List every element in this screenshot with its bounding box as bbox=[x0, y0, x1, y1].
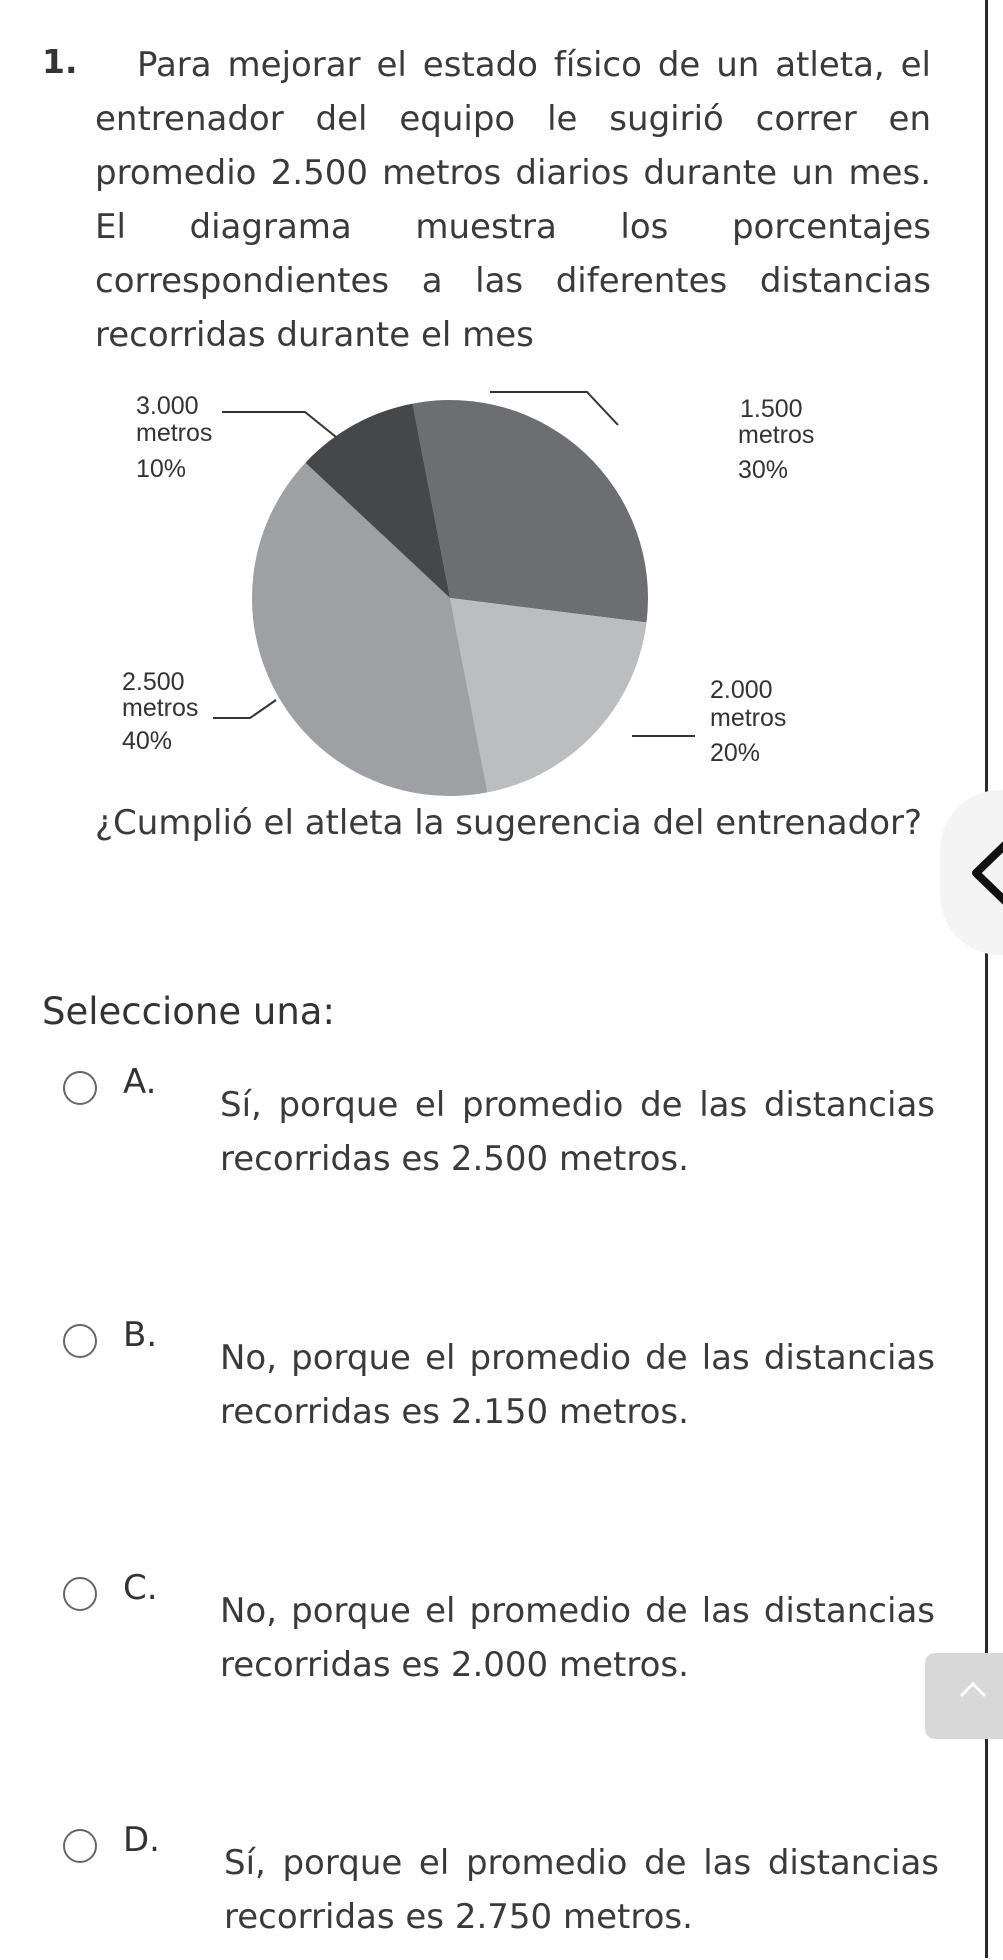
leader-line-3000 bbox=[222, 411, 337, 438]
radio-option-c[interactable] bbox=[63, 1577, 97, 1611]
option-d[interactable]: D. Sí, porque el promedio de las distanc… bbox=[0, 1820, 985, 1960]
page-right-border bbox=[985, 0, 988, 1958]
drawer-toggle-tab[interactable] bbox=[940, 790, 1003, 955]
select-one-label: Seleccione una: bbox=[42, 990, 335, 1033]
question-number: 1. bbox=[42, 42, 78, 81]
pie-label-2500-percent: 40% bbox=[122, 727, 172, 755]
pie-label-3000-percent: 10% bbox=[136, 455, 186, 483]
pie-label-2500-value: 2.500 bbox=[122, 668, 185, 696]
option-a-text: Sí, porque el promedio de las distancias… bbox=[220, 1085, 935, 1179]
leader-line-2500 bbox=[213, 699, 277, 719]
pie-slice-1500 bbox=[412, 400, 648, 623]
pie-slice-3000 bbox=[305, 403, 450, 598]
chevron-left-icon bbox=[972, 841, 1003, 905]
pie-label-2000-unit: metros bbox=[710, 704, 786, 732]
question-text: Para mejorar el estado físico de un atle… bbox=[95, 38, 931, 362]
radio-option-a[interactable] bbox=[63, 1071, 97, 1105]
pie-slice-2500 bbox=[251, 462, 488, 796]
radio-option-b[interactable] bbox=[63, 1324, 97, 1358]
option-c-text: No, porque el promedio de las distancias… bbox=[220, 1591, 935, 1685]
option-a[interactable]: A. Sí, porque el promedio de las distanc… bbox=[0, 1062, 985, 1202]
option-b-text: No, porque el promedio de las distancias… bbox=[220, 1338, 935, 1432]
pie-label-2000-percent: 20% bbox=[710, 739, 760, 767]
option-c[interactable]: C. No, porque el promedio de las distanc… bbox=[0, 1568, 985, 1708]
pie-chart-svg: 1.500 metros 30% 2.000 metros 20% 2.500 … bbox=[122, 391, 814, 796]
radio-option-d[interactable] bbox=[63, 1829, 97, 1863]
leader-line-1500 bbox=[490, 391, 619, 426]
option-b-letter: B. bbox=[123, 1315, 158, 1355]
pie-label-1500-unit: metros bbox=[738, 421, 814, 449]
pie-label-3000-value: 3.000 bbox=[136, 392, 199, 420]
pie-label-2000-value: 2.000 bbox=[710, 676, 773, 704]
option-b[interactable]: B. No, porque el promedio de las distanc… bbox=[0, 1315, 985, 1455]
pie-label-1500-percent: 30% bbox=[738, 456, 788, 484]
option-d-text: Sí, porque el promedio de las distancias… bbox=[224, 1843, 939, 1937]
pie-slice-2000 bbox=[450, 598, 647, 793]
pie-label-1500-value: 1.500 bbox=[740, 395, 803, 423]
question-text-body: Para mejorar el estado físico de un atle… bbox=[95, 45, 931, 355]
option-d-letter: D. bbox=[123, 1820, 160, 1860]
option-c-letter: C. bbox=[123, 1568, 158, 1608]
pie-chart: 1.500 metros 30% 2.000 metros 20% 2.500 … bbox=[100, 385, 860, 805]
pie-label-3000-unit: metros bbox=[136, 419, 212, 447]
question-prompt: ¿Cumplió el atleta la sugerencia del ent… bbox=[95, 803, 923, 843]
option-a-letter: A. bbox=[123, 1062, 157, 1102]
chevron-up-icon bbox=[959, 1681, 987, 1698]
scroll-to-top-button[interactable] bbox=[925, 1653, 1003, 1739]
pie-label-2500-unit: metros bbox=[122, 694, 198, 722]
